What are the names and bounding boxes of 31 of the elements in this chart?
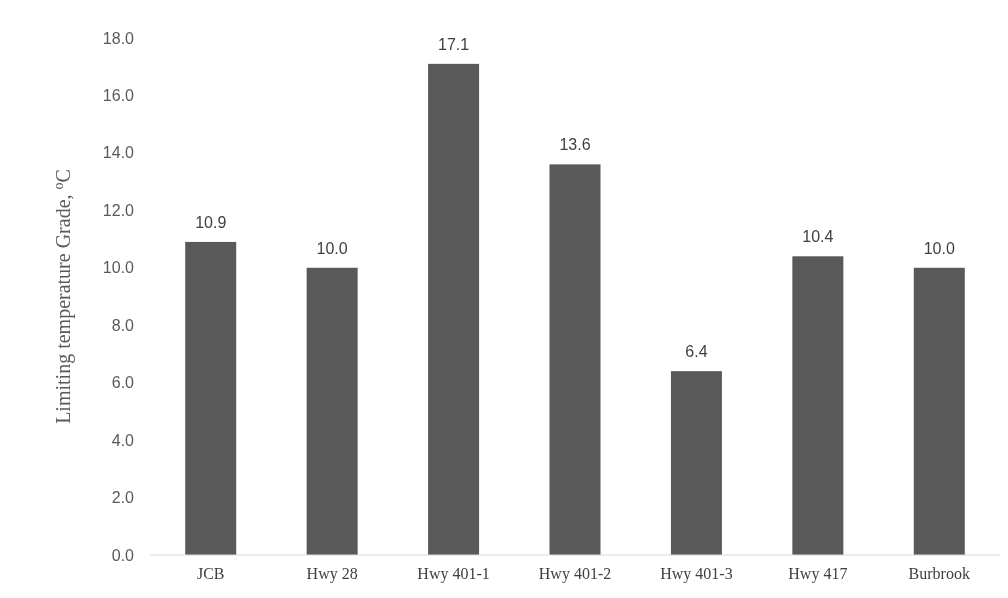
x-tick-label: Hwy 28 bbox=[306, 565, 358, 583]
y-tick-label: 10.0 bbox=[102, 259, 135, 277]
data-label: 10.0 bbox=[923, 239, 955, 257]
bar bbox=[913, 267, 965, 555]
bar bbox=[549, 164, 601, 555]
x-tick-label: Hwy 401-2 bbox=[538, 565, 612, 583]
bar bbox=[185, 241, 237, 555]
x-tick-label: Burbrook bbox=[908, 565, 970, 582]
y-tick-label: 6.0 bbox=[111, 374, 135, 392]
y-tick-label: 4.0 bbox=[111, 431, 135, 449]
data-label: 10.0 bbox=[316, 239, 348, 257]
data-label: 13.6 bbox=[559, 136, 591, 154]
data-label: 6.4 bbox=[685, 343, 708, 361]
x-tick-label: Hwy 417 bbox=[788, 565, 848, 583]
y-tick-label: 18.0 bbox=[102, 29, 135, 47]
y-tick-label: 0.0 bbox=[111, 546, 135, 564]
bar bbox=[428, 63, 480, 555]
x-tick-label: Hwy 401-3 bbox=[660, 565, 733, 583]
y-tick-label: 8.0 bbox=[111, 316, 135, 334]
data-label: 10.9 bbox=[195, 213, 227, 231]
y-tick-label: 12.0 bbox=[102, 201, 135, 219]
bar bbox=[306, 267, 358, 555]
bar bbox=[670, 371, 722, 555]
data-label: 17.1 bbox=[438, 35, 470, 53]
y-tick-label: 2.0 bbox=[111, 489, 135, 507]
y-tick-label: 16.0 bbox=[102, 87, 135, 105]
x-tick-label: Hwy 401-1 bbox=[417, 565, 490, 583]
bar bbox=[792, 256, 844, 555]
data-label: 10.4 bbox=[802, 228, 834, 246]
x-tick-label: JCB bbox=[196, 565, 225, 582]
y-tick-label: 14.0 bbox=[102, 144, 135, 162]
